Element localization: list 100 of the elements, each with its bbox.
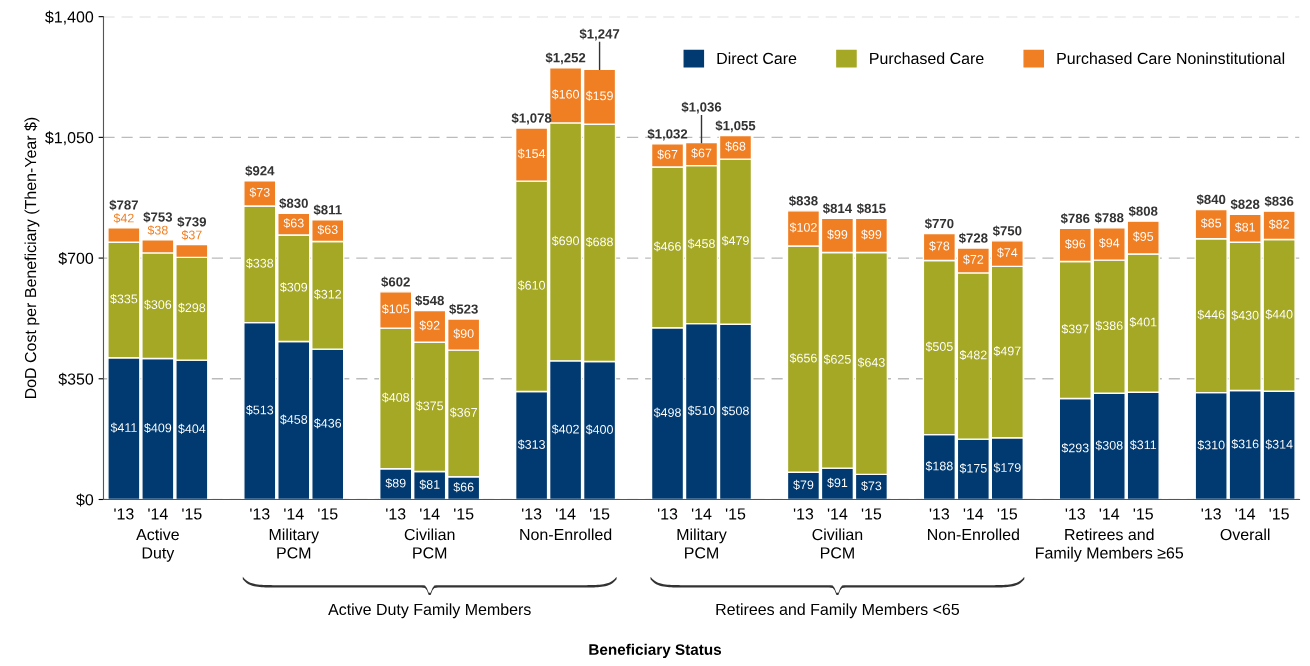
data-label: $338: [246, 258, 274, 269]
total-label: $750: [992, 225, 1022, 237]
data-label: $68: [725, 141, 746, 152]
data-label: $400: [585, 424, 613, 435]
total-label: $840: [1196, 194, 1226, 205]
total-label: $1,247: [579, 28, 620, 41]
y-tick-label: $1,050: [45, 131, 94, 146]
text: Retirees and Family Members ≥65: [1036, 528, 1184, 562]
data-label: $66: [453, 482, 474, 493]
data-label: $404: [178, 423, 206, 434]
data-label: $610: [517, 280, 546, 291]
total-label: $548: [415, 295, 444, 306]
total-label: $786: [1060, 213, 1090, 224]
data-label: $314: [1265, 439, 1293, 450]
x-tick-label: '13: [250, 508, 270, 520]
total-label: $787: [109, 199, 138, 211]
data-label: $38: [147, 225, 168, 236]
data-label: $466: [653, 241, 681, 252]
total-label: $1,032: [647, 128, 688, 141]
data-label: $92: [419, 320, 440, 331]
text: Civilian PCM: [404, 528, 455, 559]
data-label: $335: [110, 293, 138, 305]
data-label: $99: [827, 229, 848, 240]
data-label: $375: [415, 400, 444, 411]
total-label: $523: [449, 303, 478, 315]
data-label: $402: [551, 424, 579, 435]
data-label: $179: [993, 462, 1021, 473]
data-label: $308: [1095, 440, 1123, 451]
total-label: $814: [822, 203, 853, 214]
data-label: $159: [585, 90, 613, 101]
total-label: $836: [1264, 195, 1294, 207]
data-label: $73: [249, 187, 270, 198]
y-tick-label: $700: [58, 252, 94, 265]
text: Overall: [1220, 528, 1270, 541]
total-label: $1,055: [715, 120, 756, 133]
data-label: $311: [1129, 439, 1157, 450]
data-label: $505: [925, 341, 953, 352]
data-label: $458: [687, 238, 715, 249]
data-label: $89: [385, 478, 406, 489]
total-label: $602: [381, 276, 410, 288]
data-label: $306: [144, 299, 172, 310]
x-tick-label: '13: [386, 508, 406, 520]
data-label: $436: [313, 418, 342, 429]
total-label: $753: [143, 211, 173, 223]
data-label: $298: [178, 302, 206, 313]
data-label: $397: [1061, 323, 1089, 335]
total-label: $924: [245, 165, 275, 177]
total-label: $815: [856, 203, 886, 214]
data-label: $42: [113, 213, 134, 224]
data-label: $386: [1095, 320, 1123, 331]
x-tick-label: '13: [1065, 508, 1085, 520]
x-tick-label: '13: [114, 508, 134, 520]
legend-label: Purchased Care: [870, 52, 984, 65]
x-tick-label: '14: [963, 508, 984, 520]
data-label: $74: [997, 247, 1018, 258]
x-tick-label: '13: [793, 508, 814, 520]
x-tick-label: '13: [657, 508, 678, 520]
data-label: $105: [381, 303, 410, 315]
data-label: $96: [1064, 238, 1086, 250]
text: Military PCM: [677, 528, 727, 559]
data-label: $309: [280, 282, 308, 293]
y-tick-label: $1,400: [45, 10, 94, 25]
data-label: $313: [517, 439, 545, 450]
x-tick-label: '15: [589, 508, 610, 520]
data-label: $81: [1234, 222, 1255, 233]
data-label: $79: [793, 479, 814, 490]
total-label: $1,036: [681, 101, 722, 114]
data-label: $67: [691, 148, 712, 159]
x-tick-label: '15: [318, 508, 338, 520]
data-label: $446: [1197, 309, 1225, 320]
data-label: $688: [585, 236, 613, 247]
data-label: $430: [1231, 310, 1259, 321]
x-tick-label: '15: [182, 508, 202, 520]
x-tick-label: '14: [284, 508, 304, 520]
data-label: $78: [929, 241, 950, 252]
data-label: $508: [721, 405, 749, 416]
data-label: $91: [827, 477, 848, 488]
total-label: $828: [1230, 198, 1260, 210]
x-tick-label: '13: [929, 508, 950, 520]
y-axis-title: DoD Cost per Beneficiary (Then-Year $): [24, 117, 40, 399]
y-tick-label: $0: [76, 493, 94, 507]
text: Military PCM: [269, 528, 320, 559]
data-label: $94: [1098, 237, 1120, 249]
data-label: $411: [110, 422, 137, 433]
x-tick-label: '14: [556, 508, 576, 520]
data-label: $482: [959, 350, 987, 361]
data-label: $625: [823, 354, 851, 365]
text: Non-Enrolled: [520, 528, 612, 541]
data-label: $175: [959, 463, 987, 474]
data-label: $510: [687, 405, 715, 416]
x-tick-label: '15: [454, 508, 474, 520]
y-tick-label: $350: [58, 372, 94, 386]
data-label: $99: [861, 229, 882, 240]
data-label: $513: [246, 405, 274, 416]
data-label: $409: [144, 422, 172, 434]
legend-label: Direct Care: [717, 52, 797, 65]
x-tick-label: '14: [691, 508, 712, 520]
data-label: $316: [1231, 438, 1259, 450]
total-label: $808: [1128, 205, 1158, 217]
text: Civilian PCM: [812, 528, 863, 559]
